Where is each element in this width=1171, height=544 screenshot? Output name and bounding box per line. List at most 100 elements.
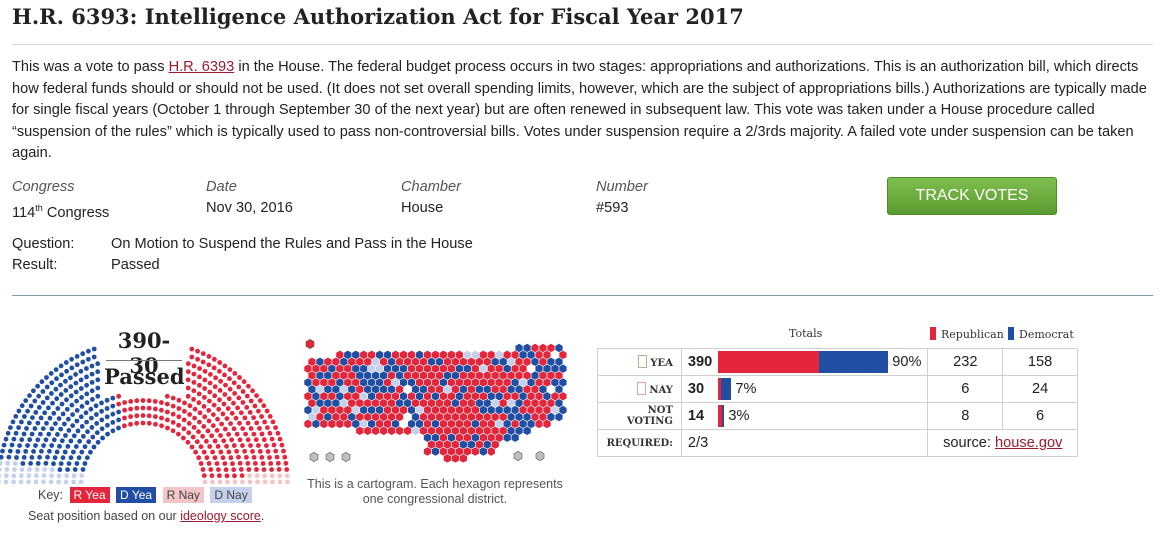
seat-dot (262, 419, 267, 425)
key-r-yea: R Yea (69, 487, 110, 503)
seat-dot (285, 479, 290, 485)
seat-dot (69, 402, 75, 408)
seat-dot (212, 455, 218, 461)
seat-dot (58, 426, 64, 432)
seat-dot (110, 403, 116, 409)
territory-hex (341, 452, 351, 462)
seat-dot (202, 377, 208, 383)
seat-dot (220, 411, 226, 417)
seat-dot (218, 433, 223, 438)
cartogram-caption: This is a cartogram. Each hexagon repres… (307, 477, 563, 506)
seat-dot (27, 393, 32, 398)
seat-dot (78, 414, 84, 420)
seat-dot (170, 428, 176, 434)
table-row: NAY 30 7% 6 24 (597, 375, 1078, 403)
district-hex (363, 425, 372, 436)
seat-dot (192, 415, 198, 421)
seat-dot (58, 392, 64, 397)
seat-dot (208, 372, 213, 377)
seat-dot (212, 384, 218, 390)
seat-dot (254, 467, 259, 472)
seat-dot (244, 393, 250, 399)
bill-link[interactable]: H.R. 6393 (168, 59, 235, 75)
seat-dot (204, 438, 209, 444)
seat-note-text: Seat position based on our (28, 509, 181, 523)
seat-dot (0, 454, 4, 460)
seat-dot (45, 454, 50, 460)
seat-dot (206, 418, 212, 424)
seat-dot (84, 382, 89, 388)
seat-dot (1, 442, 7, 448)
seat-dot (56, 479, 61, 485)
seat-dot (196, 400, 202, 406)
congress-number: 114 (12, 204, 36, 221)
seat-dot (187, 412, 193, 417)
seat-dot (240, 400, 246, 405)
seat-dot (27, 467, 32, 472)
seat-dot (73, 372, 78, 377)
seat-dot (212, 438, 218, 444)
seat-dot (197, 419, 202, 425)
vote-count-rule (106, 360, 182, 361)
seat-dot (181, 426, 187, 432)
seat-dot (11, 473, 17, 479)
seat-dot (165, 409, 170, 415)
seat-dot (32, 426, 38, 431)
seat-dot (254, 420, 260, 426)
seat-dot (71, 479, 76, 485)
seat-dot (68, 375, 73, 381)
ideology-score-link[interactable]: ideology score (180, 509, 261, 523)
seat-dot (201, 449, 207, 455)
seat-dot (48, 479, 54, 485)
seat-dot (140, 420, 146, 426)
seat-dot (229, 437, 235, 443)
seat-dot (78, 368, 84, 374)
not-voting-bar-cell: 3% (716, 402, 929, 430)
seat-dot (276, 467, 282, 472)
seat-dot (185, 385, 191, 391)
seat-dot (78, 479, 84, 485)
district-hex (335, 418, 345, 429)
seat-dot (224, 473, 230, 479)
seat-dot (134, 413, 140, 419)
seat-dot (210, 423, 216, 428)
seat-dot (246, 467, 252, 472)
congress-value: 114th Congress (12, 198, 109, 224)
seat-dot (94, 421, 100, 426)
seat-dot (213, 375, 219, 381)
seat-dot (86, 348, 91, 354)
seat-dot (104, 397, 110, 403)
totals-header: Totals (789, 327, 823, 340)
seat-dot (21, 455, 27, 460)
seat-dot (56, 416, 62, 421)
row-label: NOT VOTING (597, 402, 682, 430)
seat-dot (189, 346, 195, 352)
seat-dot (217, 397, 222, 403)
seat-dot (153, 406, 158, 412)
seat-dot (95, 393, 101, 399)
seat-dot (153, 421, 158, 427)
seat-dot (232, 371, 238, 376)
seat-dot (140, 413, 146, 418)
seat-dot (255, 479, 260, 485)
seat-dot (84, 455, 90, 461)
source-link[interactable]: house.gov (995, 435, 1063, 451)
seat-dot (34, 467, 40, 472)
seat-dot (181, 435, 186, 441)
seat-dot (31, 388, 36, 394)
seat-dot (66, 461, 72, 466)
seat-dot (264, 443, 269, 448)
seat-dot (122, 415, 127, 421)
seat-dot (197, 374, 202, 380)
seat-dot (95, 385, 101, 391)
track-votes-button[interactable]: TRACK VOTES (887, 177, 1057, 215)
democrat-swatch (1008, 327, 1014, 340)
seat-dot (53, 421, 58, 426)
seat-dot (95, 369, 101, 375)
seat-dot (261, 467, 267, 472)
seat-dot (164, 393, 170, 399)
seat-dot (53, 386, 59, 392)
seat-dot (170, 420, 176, 425)
seat-dot (110, 411, 116, 417)
seat-dot (82, 461, 88, 466)
